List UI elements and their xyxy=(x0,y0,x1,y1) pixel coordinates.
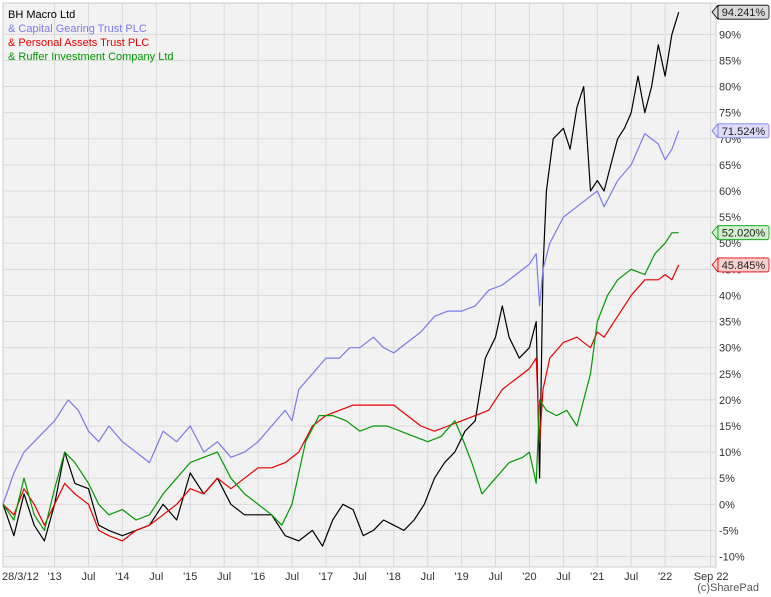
y-tick-label: 0% xyxy=(719,499,735,511)
legend-entry-ruffer: & Ruffer Investment Company Ltd xyxy=(8,51,174,63)
y-tick-label: 20% xyxy=(719,395,741,407)
x-tick-label: Jul xyxy=(488,571,502,583)
x-tick-label: Jul xyxy=(624,571,638,583)
x-tick-label: '13 xyxy=(47,571,61,583)
grid-lines xyxy=(3,3,716,567)
y-tick-label: 85% xyxy=(719,55,741,67)
series-line-3 xyxy=(2,232,679,531)
series-end-label-3: 52.020% xyxy=(711,224,770,241)
x-tick-label: '14 xyxy=(115,571,129,583)
y-tick-label: 55% xyxy=(719,212,741,224)
end-label-box xyxy=(717,123,770,139)
x-tick-label: '16 xyxy=(251,571,265,583)
y-tick-label: 35% xyxy=(719,317,741,329)
y-tick-label: -5% xyxy=(719,525,739,537)
end-label-text: 94.241% xyxy=(722,7,766,19)
end-label-text: 71.524% xyxy=(722,126,766,138)
x-tick-label: Jul xyxy=(217,571,231,583)
y-tick-label: 10% xyxy=(719,447,741,459)
y-tick-label: 75% xyxy=(719,108,741,120)
series-line-2 xyxy=(2,264,680,542)
legend-entry-bh-macro: BH Macro Ltd xyxy=(8,9,76,21)
y-tick-label: -10% xyxy=(719,552,745,564)
series-end-label-2: 45.845% xyxy=(711,256,770,274)
x-axis-tick-labels: 28/3/12 '13 Jul '14 Jul '15 Jul '16 Jul '17 Jul '18… xyxy=(2,571,729,583)
x-tick-label: Sep 22 xyxy=(694,571,729,583)
y-tick-label: 50% xyxy=(719,238,741,250)
chart-credit: (c)SharePad xyxy=(697,582,759,594)
legend-entry-personal-assets: & Personal Assets Trust PLC xyxy=(8,37,150,49)
series-end-label-0: 94.241% xyxy=(711,4,770,21)
end-label-text: 52.020% xyxy=(722,228,766,240)
series-end-labels: 94.241% 71.524% 45.845% 52.020% xyxy=(711,4,770,274)
y-tick-label: 65% xyxy=(719,160,741,172)
x-tick-label: Jul xyxy=(556,571,570,583)
end-label-box xyxy=(717,4,770,20)
x-tick-label: '17 xyxy=(319,571,333,583)
y-tick-label: 30% xyxy=(719,343,741,355)
series-lines xyxy=(2,12,680,547)
y-tick-label: 15% xyxy=(719,421,741,433)
y-tick-label: 40% xyxy=(719,290,741,302)
y-tick-label: 5% xyxy=(719,473,735,485)
x-tick-label: Jul xyxy=(285,571,299,583)
y-tick-label: 25% xyxy=(719,369,741,381)
x-tick-label: '20 xyxy=(522,571,536,583)
x-tick-label: Jul xyxy=(353,571,367,583)
x-tick-label: '19 xyxy=(454,571,468,583)
series-line-1 xyxy=(2,130,680,505)
series-line-0 xyxy=(2,12,680,547)
end-label-box xyxy=(717,225,770,241)
y-tick-label: 90% xyxy=(719,29,741,41)
y-tick-label: 80% xyxy=(719,82,741,94)
legend-entry-capital-gearing: & Capital Gearing Trust PLC xyxy=(8,23,147,35)
series-end-label-1: 71.524% xyxy=(711,122,770,139)
chart-legend: BH Macro Ltd & Capital Gearing Trust PLC… xyxy=(8,8,174,64)
x-tick-label: '18 xyxy=(387,571,401,583)
x-tick-label: Jul xyxy=(421,571,435,583)
y-axis-tick-labels: -10%-5%0%5%10%15%20%25%30%35%40%45%50%55… xyxy=(719,29,745,563)
x-tick-label: '15 xyxy=(183,571,197,583)
x-tick-label: Jul xyxy=(149,571,163,583)
y-tick-label: 60% xyxy=(719,186,741,198)
end-label-box xyxy=(717,257,770,273)
x-tick-label: Jul xyxy=(81,571,95,583)
x-tick-label: 28/3/12 xyxy=(2,571,39,583)
end-label-text: 45.845% xyxy=(722,260,766,272)
x-tick-label: '21 xyxy=(590,571,604,583)
x-tick-label: '22 xyxy=(658,571,672,583)
